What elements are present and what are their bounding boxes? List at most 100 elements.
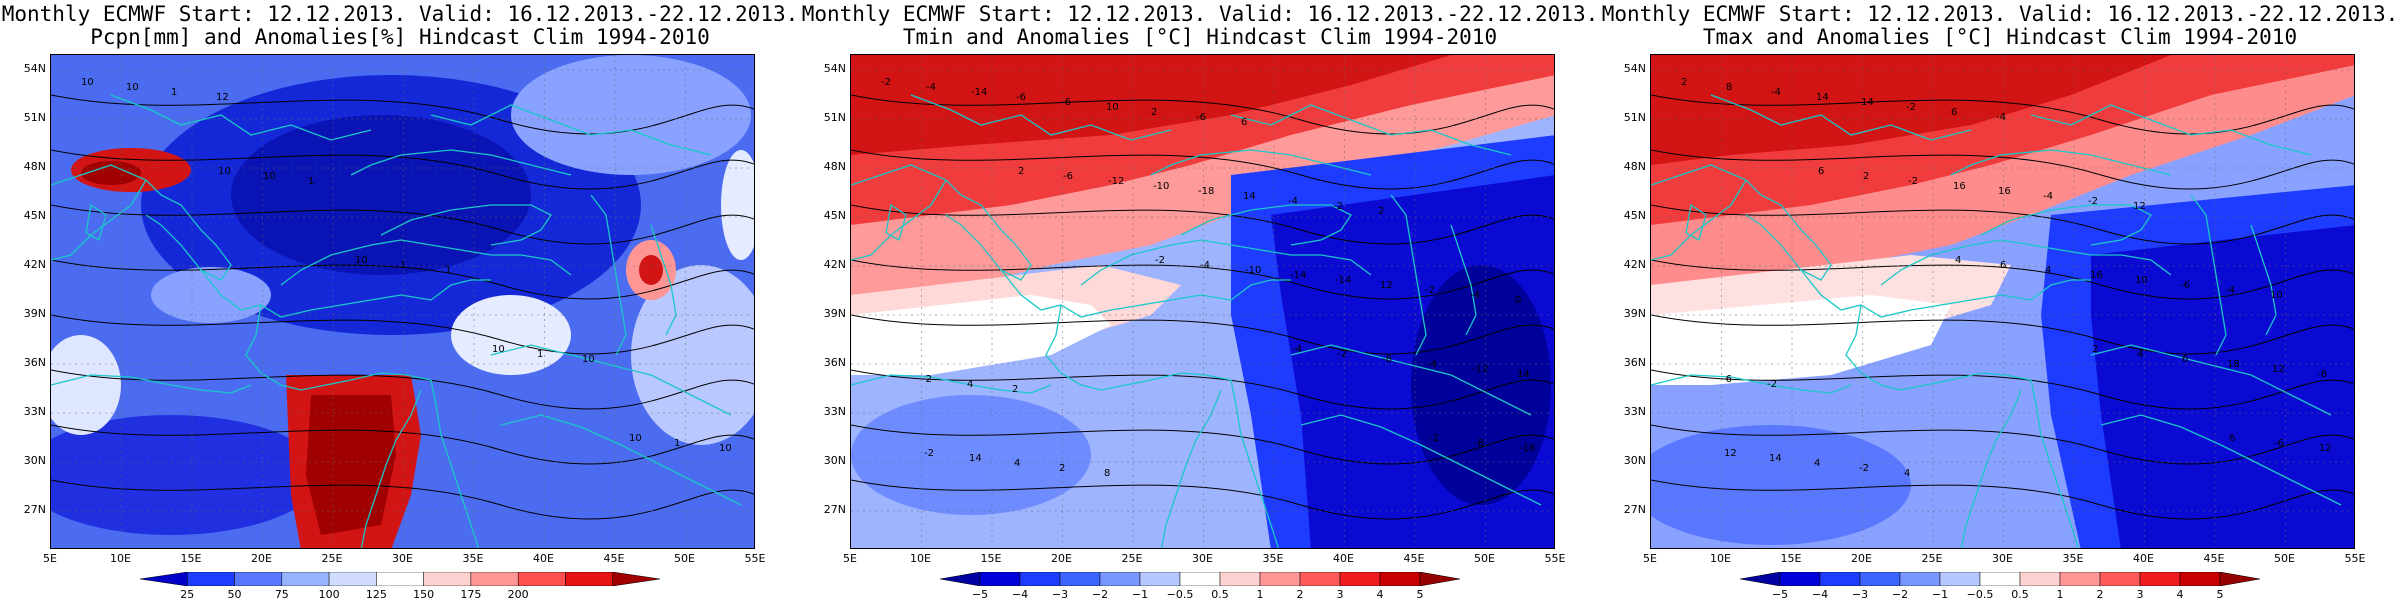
lat-tick-label: 42N [823, 258, 846, 271]
contour-label: -8 [1474, 438, 1484, 449]
map-svg-0: 10 10 10 10 10 10 10 1 1 1 1 1 1 10 10 12 [51, 55, 754, 548]
colorbar-swatch [1939, 572, 1981, 586]
contour-label: -12 [1108, 176, 1124, 187]
field-layer [851, 55, 1554, 548]
lat-tick-label: 54N [823, 62, 846, 75]
colorbar-swatch [423, 572, 472, 586]
lon-tick-label: 10E [910, 552, 931, 565]
contour-label: -2 [1429, 433, 1439, 444]
lat-tick-label: 27N [1623, 503, 1646, 516]
contour-label: -6 [1722, 374, 1732, 385]
colorbar-tick: 4 [1376, 588, 1384, 601]
contour-label: 4 [2045, 265, 2051, 276]
panel-title-line1: Monthly ECMWF Start: 12.12.2013. Valid: … [801, 2, 1599, 26]
field-layer [1651, 55, 2354, 548]
lon-tick-label: 50E [674, 552, 695, 565]
colorbar-tick: −4 [1011, 588, 1029, 601]
contour-layer [851, 94, 1554, 520]
lon-tick-label: 15E [1780, 552, 1802, 565]
precipitation-map[interactable]: 10 10 10 10 10 10 10 1 1 1 1 1 1 10 10 12 [50, 54, 755, 549]
contour-label-layer: 2 6 4 2 6 8 2 6 4 -6 -4 -2 4 6 12 14 16 16 18 12 14 16 10 12 14 -… [1681, 77, 2332, 479]
contour-label: -10 [1153, 181, 1169, 192]
contour-label: -4 [1996, 112, 2006, 123]
contour-label: -2 [1425, 285, 1435, 296]
lon-tick-label: 45E [2203, 552, 2225, 565]
contour-label: -4 [1288, 196, 1298, 207]
graticule [1651, 55, 2354, 548]
panel-title-line2: Tmax and Anomalies [°C] Hindcast Clim 19… [1702, 25, 2298, 49]
contour-label: 6 [1818, 166, 1824, 177]
colorbar-swatch [470, 572, 519, 586]
contour-label: 12 [2133, 201, 2146, 212]
contour-label: 2 [1059, 463, 1065, 474]
contour-label: 2 [1012, 384, 1018, 395]
contour-label: 16 [2090, 270, 2103, 281]
map-svg-2: 2 6 4 2 6 8 2 6 4 -6 -4 -2 4 6 12 14 16 16 18 12 14 16 10 12 14 -… [1651, 55, 2354, 548]
lon-tick-label: 55E [2344, 552, 2366, 565]
contour-label: 10 [582, 354, 595, 365]
lat-tick-label: 54N [1623, 62, 1646, 75]
colorbar-swatch [1099, 572, 1141, 586]
colorbar [140, 572, 660, 586]
lon-tick-label: 40E [1333, 552, 1354, 565]
contour-label: -14 [971, 87, 987, 98]
contour-label: -14 [1290, 270, 1306, 281]
colorbar-tick: 50 [227, 588, 242, 601]
contour-label: -2 [924, 448, 934, 459]
tmax-map[interactable]: 2 6 4 2 6 8 2 6 4 -6 -4 -2 4 6 12 14 16 16 18 12 14 16 10 12 14 -… [1650, 54, 2355, 549]
lon-tick-label: 20E [1051, 552, 1072, 565]
colorbar-swatch [328, 572, 377, 586]
colorbar-tick: 175 [460, 588, 482, 601]
contour-label: 4 [2137, 349, 2143, 360]
colorbar-tick: −3 [1051, 588, 1069, 601]
contour-label: -4 [1200, 260, 1210, 271]
colorbar-tick-labels: −5 −4 −3 −2 −1 −0.5 0.5 1 2 3 4 5 [1740, 588, 2260, 601]
contour-label: 10 [355, 255, 368, 266]
contour-label: -4 [2043, 191, 2053, 202]
contour-label: 1 [171, 87, 177, 98]
tmin-map[interactable]: -2 2 -2 -4 -2 -4 -6 -4 -2 -8 -14 -12 -10 -8 -16 -6 -10 -1… [850, 54, 1555, 549]
panel-title-line2: Pcpn[mm] and Anomalies[%] Hindcast Clim … [90, 25, 710, 49]
colorbar-swatch [376, 572, 424, 586]
colorbar-swatch [2059, 572, 2101, 586]
lat-tick-label: 39N [823, 307, 846, 320]
lon-tick-label: 25E [321, 552, 343, 565]
colorbar-swatch [1419, 572, 1460, 586]
colorbar-swatch [187, 572, 235, 586]
colorbar-swatch [140, 572, 188, 586]
panel-title-line2: Tmin and Anomalies [°C] Hindcast Clim 19… [902, 25, 1498, 49]
colorbar-swatch [1899, 572, 1941, 586]
contour-label: -6 [2274, 438, 2284, 449]
contour-label: -6 [1196, 112, 1206, 123]
lon-tick-label: 40E [533, 552, 554, 565]
map-svg-1: -2 2 -2 -4 -2 -4 -6 -4 -2 -8 -14 -12 -10 -8 -16 -6 -10 -1… [851, 55, 1554, 548]
contour-label: -6 [1063, 171, 1073, 182]
lon-tick-label: 5E [843, 552, 857, 565]
contour-label: 2 [1018, 166, 1024, 177]
colorbar-swatch [1979, 572, 2021, 586]
graticule [851, 55, 1554, 548]
lon-tick-label: 35E [1262, 552, 1284, 565]
panel-title-line1: Monthly ECMWF Start: 12.12.2013. Valid: … [1601, 2, 2399, 26]
colorbar-swatch [234, 572, 283, 586]
field-layer [51, 55, 754, 548]
colorbar-tick: 0.5 [1211, 588, 1229, 601]
contour-label: -2 [881, 77, 891, 88]
lon-tick-label: 45E [603, 552, 625, 565]
colorbar [1740, 572, 2260, 586]
contour-label: 10 [629, 433, 642, 444]
colorbar-tick: 4 [2176, 588, 2184, 601]
colorbar-tick: 1 [1256, 588, 1264, 601]
contour-label-layer: 10 10 10 10 10 10 10 1 1 1 1 1 1 10 10 12 [81, 77, 732, 454]
lon-tick-label: 25E [1121, 552, 1143, 565]
lat-tick-label: 51N [23, 111, 46, 124]
contour-label: 10 [492, 344, 505, 355]
contour-label: 4 [967, 379, 973, 390]
contour-label: 4 [1014, 458, 1020, 469]
contour-label: -6 [1016, 92, 1026, 103]
lon-tick-label: 45E [1403, 552, 1425, 565]
contour-label: 16 [1998, 186, 2011, 197]
colorbar-swatch [1259, 572, 1301, 586]
tmin-panel: Monthly ECMWF Start: 12.12.2013. Valid: … [800, 0, 1600, 601]
panel-title-line1: Monthly ECMWF Start: 12.12.2013. Valid: … [1, 2, 799, 26]
